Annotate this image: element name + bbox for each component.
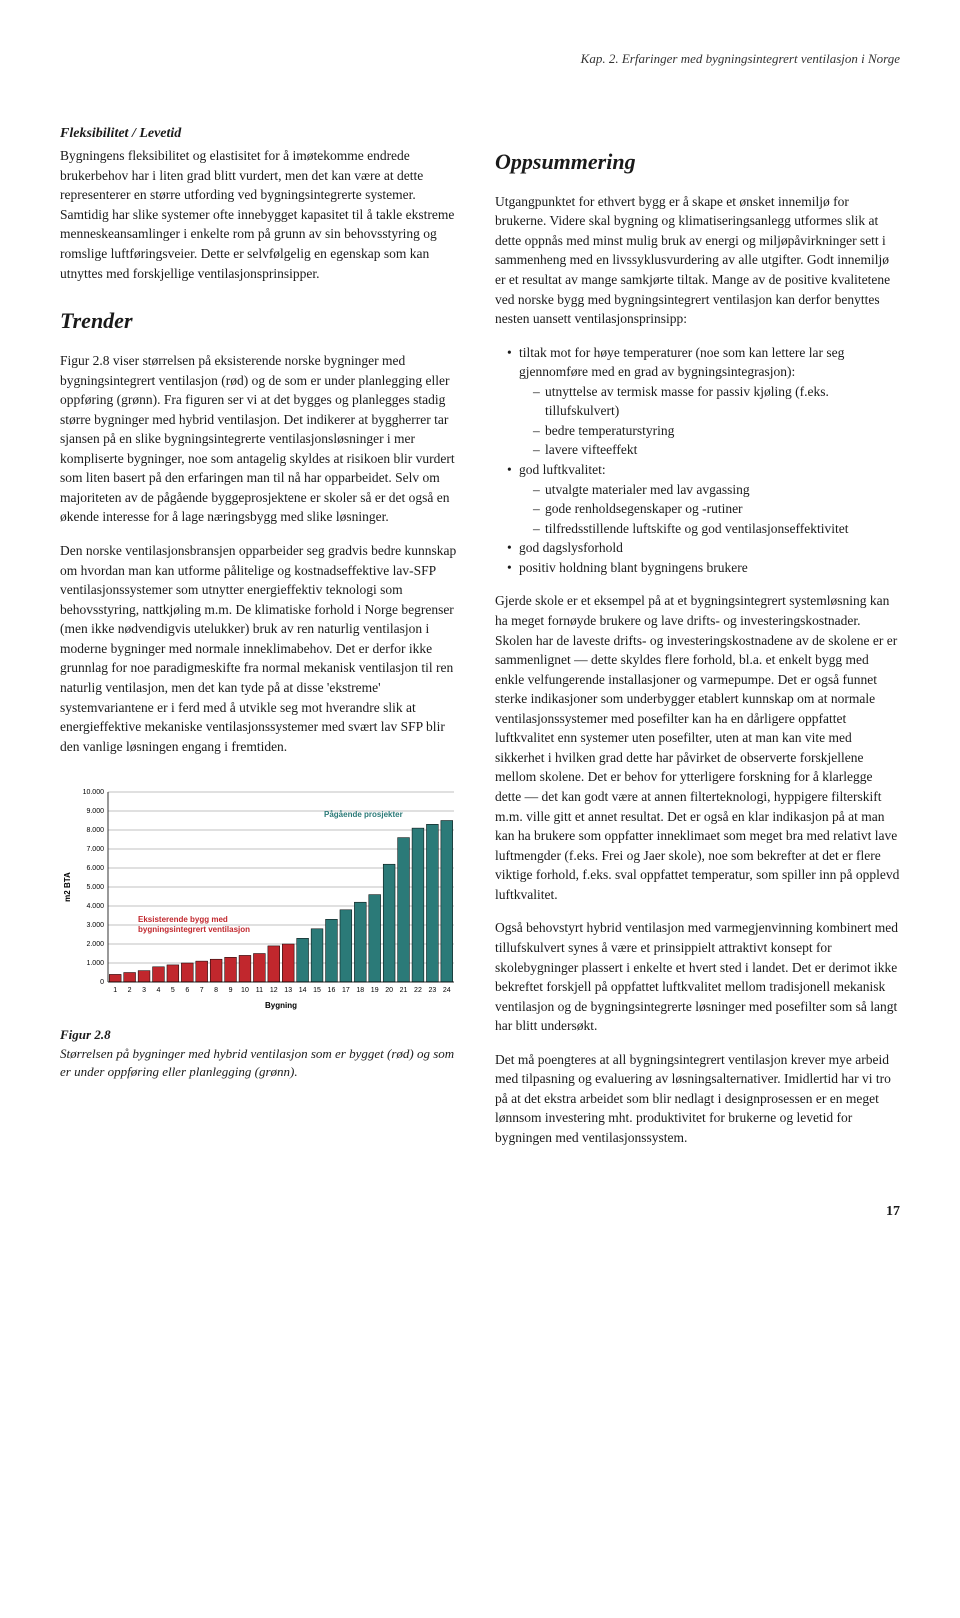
svg-text:8: 8 xyxy=(214,987,218,994)
svg-text:10: 10 xyxy=(241,987,249,994)
svg-text:10.000: 10.000 xyxy=(83,789,105,796)
svg-text:19: 19 xyxy=(371,987,379,994)
svg-text:18: 18 xyxy=(356,987,364,994)
list-item: god dagslysforhold xyxy=(507,538,900,558)
para-opps-1: Utgangpunktet for ethvert bygg er å skap… xyxy=(495,192,900,329)
list-subitem: tilfredsstillende luftskifte og god vent… xyxy=(533,519,900,539)
svg-text:4.000: 4.000 xyxy=(86,903,104,910)
list-subitem: lavere vifteeffekt xyxy=(533,440,900,460)
svg-text:6.000: 6.000 xyxy=(86,865,104,872)
page-header: Kap. 2. Erfaringer med bygningsintegrert… xyxy=(60,50,900,69)
svg-text:3.000: 3.000 xyxy=(86,922,104,929)
summary-bullet-list: tiltak mot for høye temperaturer (noe so… xyxy=(495,343,900,578)
svg-text:24: 24 xyxy=(443,987,451,994)
right-column: Oppsummering Utgangpunktet for ethvert b… xyxy=(495,124,900,1162)
svg-text:3: 3 xyxy=(142,987,146,994)
list-item: tiltak mot for høye temperaturer (noe so… xyxy=(507,343,900,460)
svg-text:9.000: 9.000 xyxy=(86,808,104,815)
page-number: 17 xyxy=(60,1202,900,1222)
svg-text:11: 11 xyxy=(256,987,263,994)
svg-text:m2 BTA: m2 BTA xyxy=(63,872,72,902)
para-opps-3: Også behovstyrt hybrid ventilasjon med v… xyxy=(495,918,900,1035)
para-trender-1: Figur 2.8 viser størrelsen på eksisteren… xyxy=(60,351,465,527)
para-opps-2: Gjerde skole er et eksempel på at et byg… xyxy=(495,591,900,904)
svg-text:0: 0 xyxy=(100,979,104,986)
list-subitem: utnyttelse av termisk masse for passiv k… xyxy=(533,382,900,421)
svg-text:6: 6 xyxy=(185,987,189,994)
svg-text:21: 21 xyxy=(400,987,408,994)
para-trender-2: Den norske ventilasjonsbransjen opparbei… xyxy=(60,541,465,756)
subheading-fleksibilitet: Fleksibilitet / Levetid xyxy=(60,124,465,144)
svg-text:Eksisterende bygg med: Eksisterende bygg med xyxy=(138,915,228,924)
para-fleksibilitet: Bygningens fleksibilitet og elastisitet … xyxy=(60,146,465,283)
svg-text:2.000: 2.000 xyxy=(86,941,104,948)
svg-text:23: 23 xyxy=(428,987,436,994)
svg-text:1: 1 xyxy=(113,987,117,994)
svg-text:12: 12 xyxy=(270,987,278,994)
svg-text:14: 14 xyxy=(299,987,307,994)
two-column-layout: Fleksibilitet / Levetid Bygningens fleks… xyxy=(60,124,900,1162)
list-item: positiv holdning blant bygningens bruker… xyxy=(507,558,900,578)
heading-oppsummering: Oppsummering xyxy=(495,146,900,178)
svg-text:8.000: 8.000 xyxy=(86,827,104,834)
list-subitem: gode renholdsegenskaper og -rutiner xyxy=(533,499,900,519)
svg-text:4: 4 xyxy=(157,987,161,994)
svg-text:2: 2 xyxy=(128,987,132,994)
svg-text:15: 15 xyxy=(313,987,321,994)
left-column: Fleksibilitet / Levetid Bygningens fleks… xyxy=(60,124,465,1162)
svg-text:5.000: 5.000 xyxy=(86,884,104,891)
list-item: god luftkvalitet:utvalgte materialer med… xyxy=(507,460,900,538)
figure-2-8-chart: 0 1.000 2.000 3.000 4.000 5.000 6.000 7.000 8.00… xyxy=(60,784,465,1020)
bar-chart-svg: 0 1.000 2.000 3.000 4.000 5.000 6.000 7.000 8.00… xyxy=(60,784,460,1014)
heading-trender: Trender xyxy=(60,305,465,337)
svg-text:bygningsintegrert ventilasjon: bygningsintegrert ventilasjon xyxy=(138,925,250,934)
svg-text:22: 22 xyxy=(414,987,422,994)
svg-text:Pågående prosjekter: Pågående prosjekter xyxy=(324,810,403,819)
list-subitem: utvalgte materialer med lav avgassing xyxy=(533,480,900,500)
svg-text:Bygning: Bygning xyxy=(265,1001,297,1010)
list-subitem: bedre temperaturstyring xyxy=(533,421,900,441)
svg-text:20: 20 xyxy=(385,987,393,994)
svg-text:17: 17 xyxy=(342,987,350,994)
para-opps-4: Det må poengteres at all bygningsintegre… xyxy=(495,1050,900,1148)
figure-caption-text: Størrelsen på bygninger med hybrid venti… xyxy=(60,1046,454,1080)
svg-text:16: 16 xyxy=(328,987,336,994)
figure-caption: Figur 2.8 Størrelsen på bygninger med hy… xyxy=(60,1026,465,1083)
svg-text:13: 13 xyxy=(284,987,292,994)
svg-text:1.000: 1.000 xyxy=(86,960,104,967)
svg-text:9: 9 xyxy=(229,987,233,994)
figure-number: Figur 2.8 xyxy=(60,1027,111,1042)
svg-text:7.000: 7.000 xyxy=(86,846,104,853)
svg-text:7: 7 xyxy=(200,987,204,994)
svg-text:5: 5 xyxy=(171,987,175,994)
